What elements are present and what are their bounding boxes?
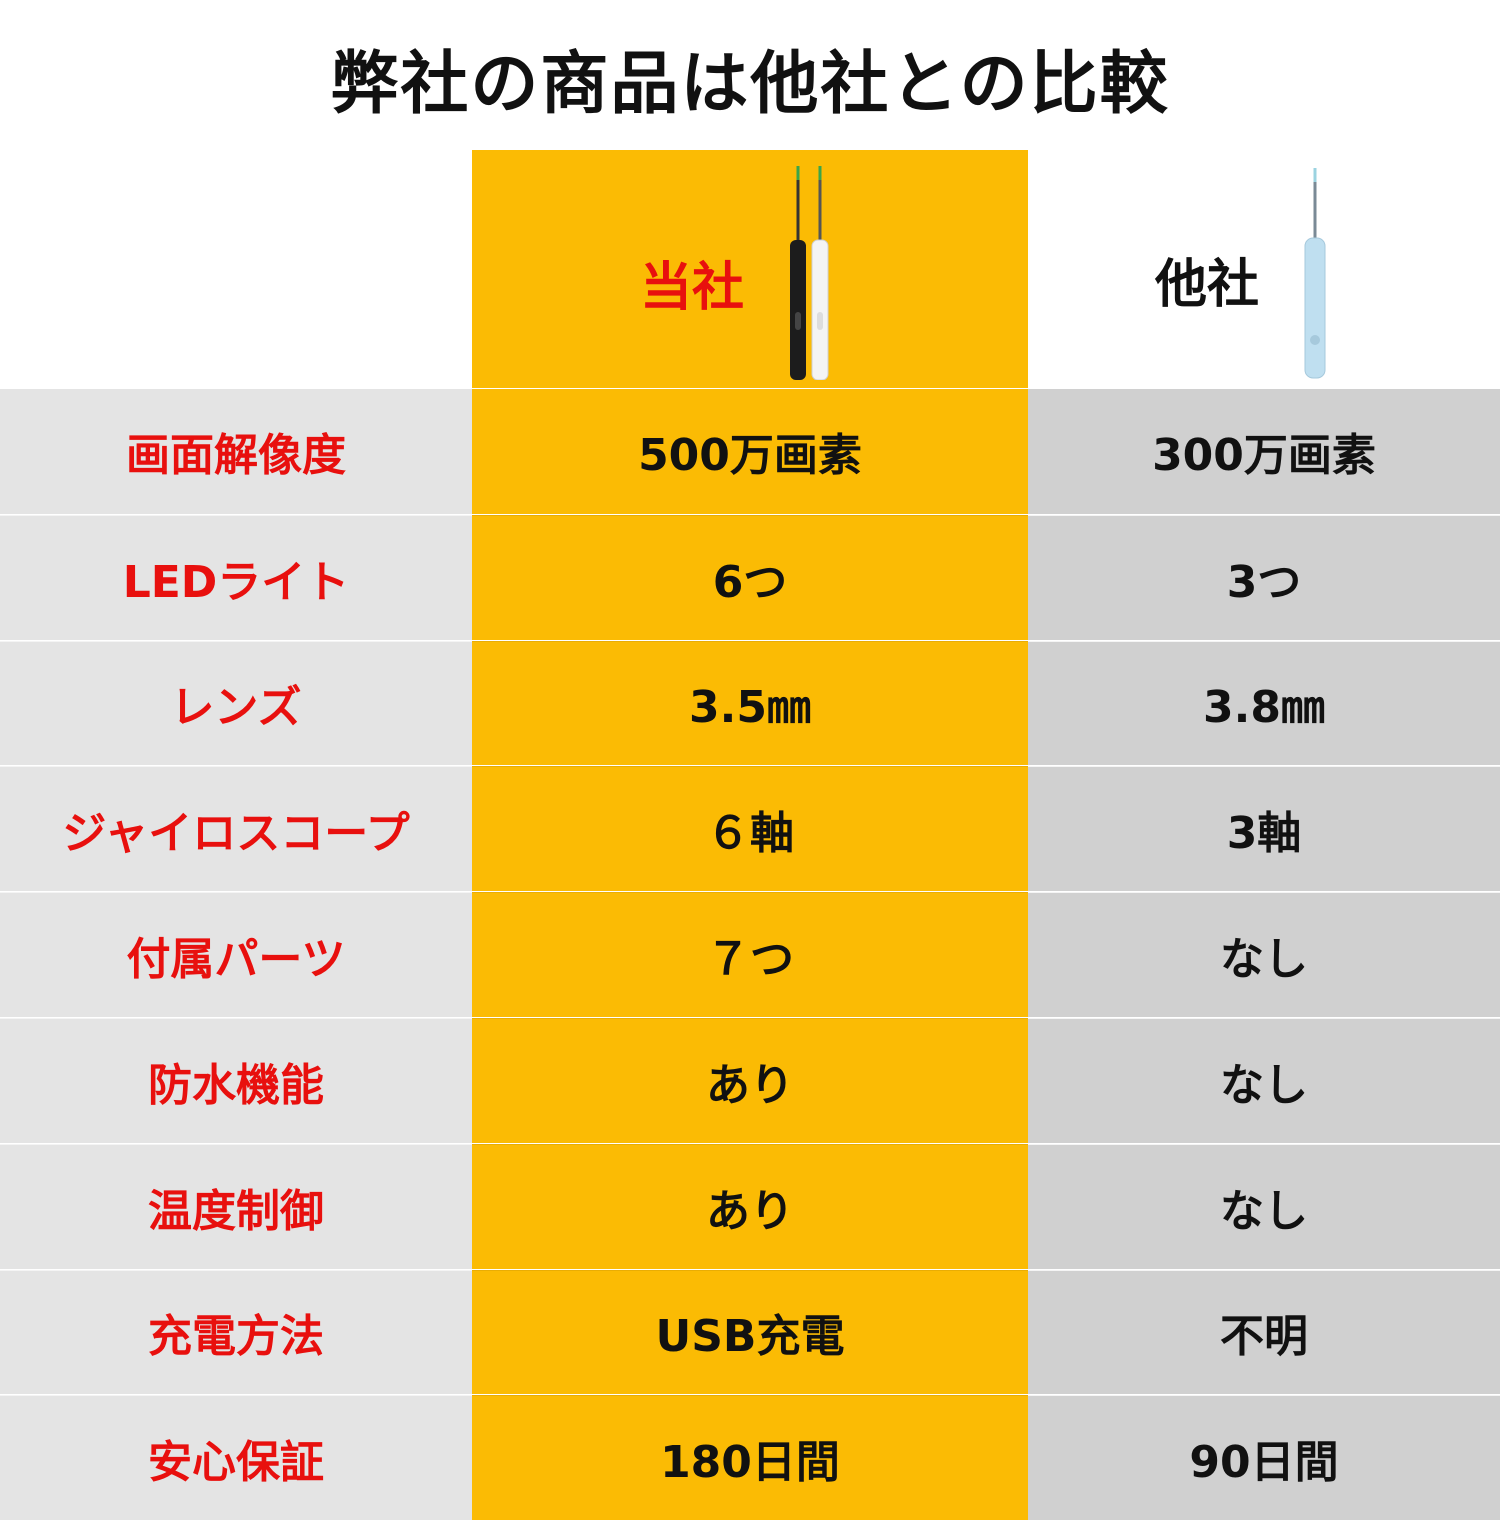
other-product-image bbox=[1304, 168, 1326, 379]
other-value: 3.8㎜ bbox=[1028, 640, 1500, 766]
ours-value: 3.5㎜ bbox=[472, 640, 1028, 766]
comparison-header: 当社 他社 bbox=[0, 150, 1500, 388]
ours-value: 500万画素 bbox=[472, 389, 1028, 514]
ours-header-label: 当社 bbox=[640, 258, 745, 318]
ours-product-image bbox=[790, 166, 829, 380]
table-row: LEDライト 6つ 3つ bbox=[0, 513, 1500, 640]
ours-header-column bbox=[472, 150, 1028, 388]
row-label: レンズ bbox=[0, 640, 472, 766]
other-value: 不明 bbox=[1028, 1269, 1500, 1395]
row-label: 温度制御 bbox=[0, 1143, 472, 1269]
ours-value: 180日間 bbox=[472, 1395, 1028, 1520]
ours-value: あり bbox=[472, 1143, 1028, 1269]
row-label: 防水機能 bbox=[0, 1017, 472, 1143]
other-header-label: 他社 bbox=[1155, 255, 1260, 315]
table-row: ジャイロスコープ ６軸 3軸 bbox=[0, 765, 1500, 892]
other-value: なし bbox=[1028, 1143, 1500, 1269]
row-label: 画面解像度 bbox=[0, 389, 472, 514]
comparison-table: 画面解像度 500万画素 300万画素 LEDライト 6つ 3つ レンズ 3.5… bbox=[0, 388, 1500, 1520]
ours-value: あり bbox=[472, 1017, 1028, 1143]
other-value: 90日間 bbox=[1028, 1395, 1500, 1520]
other-value: 3つ bbox=[1028, 514, 1500, 640]
table-row: 防水機能 あり なし bbox=[0, 1016, 1500, 1143]
other-value: 300万画素 bbox=[1028, 389, 1500, 514]
ours-value: USB充電 bbox=[472, 1269, 1028, 1395]
table-row: 温度制御 あり なし bbox=[0, 1142, 1500, 1269]
other-value: なし bbox=[1028, 1017, 1500, 1143]
row-label: 付属パーツ bbox=[0, 892, 472, 1017]
ours-value: ６軸 bbox=[472, 766, 1028, 892]
row-label: 安心保証 bbox=[0, 1395, 472, 1520]
table-row: 充電方法 USB充電 不明 bbox=[0, 1268, 1500, 1395]
other-value: なし bbox=[1028, 892, 1500, 1017]
row-label: 充電方法 bbox=[0, 1269, 472, 1395]
other-value: 3軸 bbox=[1028, 766, 1500, 892]
table-row: レンズ 3.5㎜ 3.8㎜ bbox=[0, 639, 1500, 766]
table-row: 安心保証 180日間 90日間 bbox=[0, 1394, 1500, 1520]
row-label: LEDライト bbox=[0, 514, 472, 640]
ours-value: 6つ bbox=[472, 514, 1028, 640]
table-row: 画面解像度 500万画素 300万画素 bbox=[0, 388, 1500, 514]
page-title: 弊社の商品は他社との比較 bbox=[330, 44, 1170, 124]
ours-value: ７つ bbox=[472, 892, 1028, 1017]
table-row: 付属パーツ ７つ なし bbox=[0, 891, 1500, 1017]
row-label: ジャイロスコープ bbox=[0, 766, 472, 892]
